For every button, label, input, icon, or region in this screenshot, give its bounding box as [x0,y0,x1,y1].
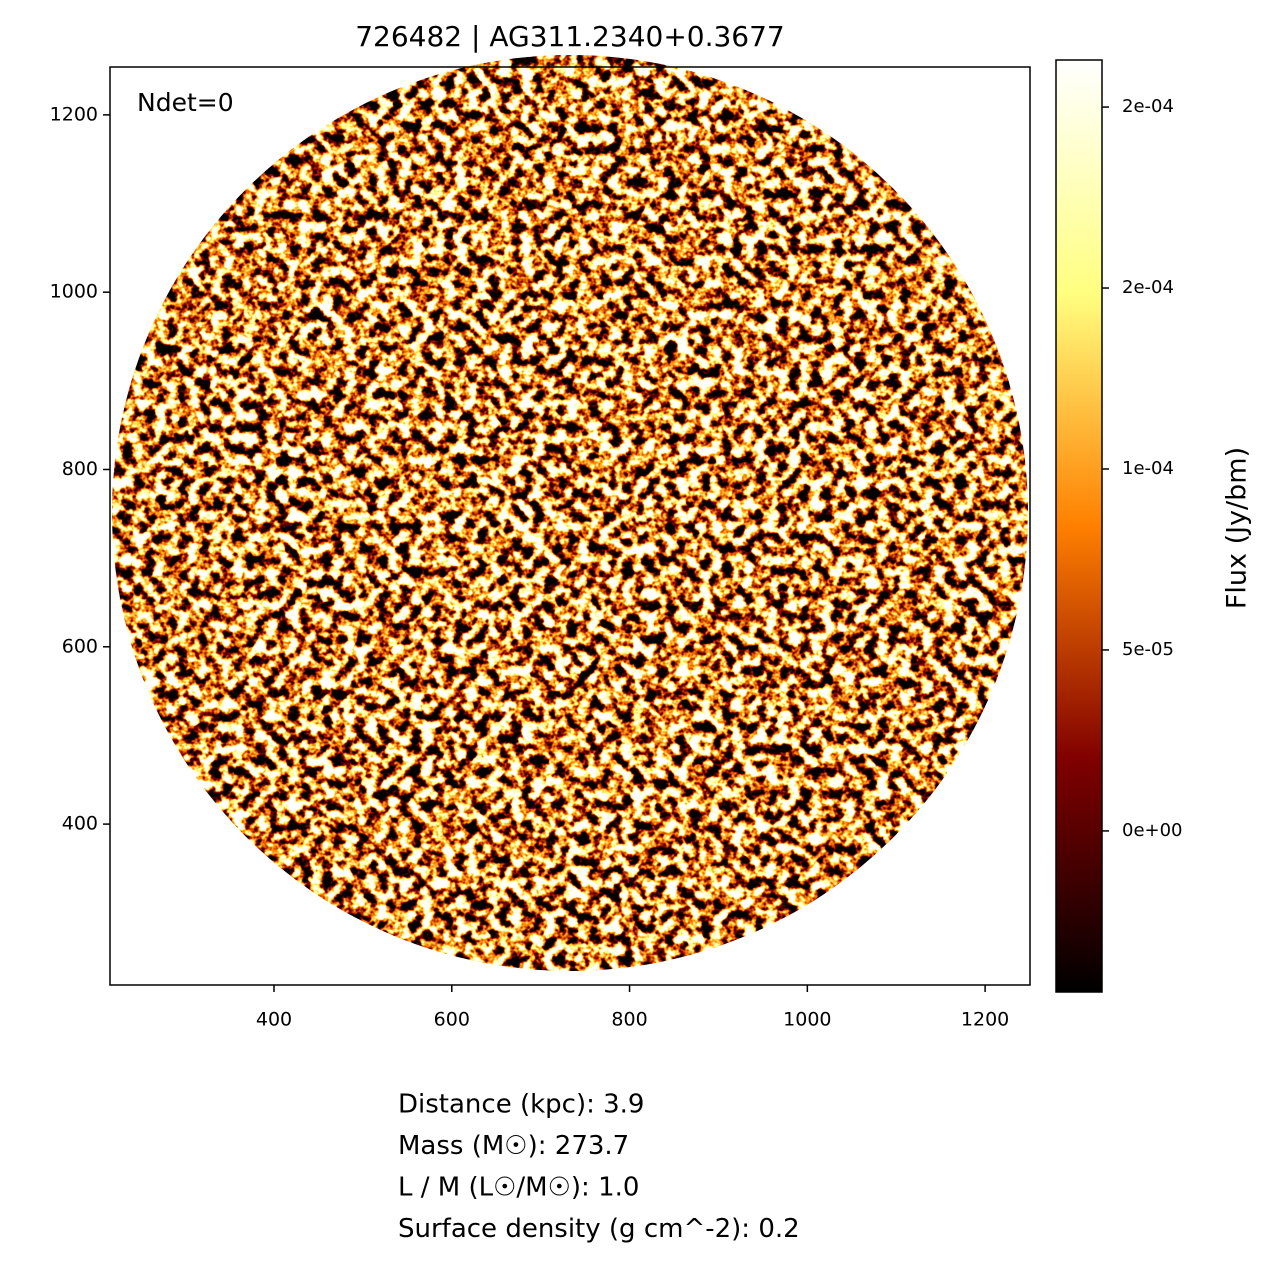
colorbar-label: Flux (Jy/bm) [1222,447,1253,609]
y-tick-label: 600 [62,635,98,657]
y-tick-label: 1000 [50,281,98,303]
axes-frame [109,66,1031,986]
colorbar-tick-label: 2e-04 [1122,277,1174,298]
info-line: Surface density (g cm^-2): 0.2 [398,1214,800,1244]
info-line: Distance (kpc): 3.9 [398,1090,644,1120]
colorbar-tick-label: 5e-05 [1122,639,1174,660]
info-line: L / M (L☉/M☉): 1.0 [398,1173,639,1203]
x-tick-label: 600 [434,1009,470,1031]
x-tick-label: 1000 [783,1009,831,1031]
info-line: Mass (M☉): 273.7 [398,1131,629,1161]
y-tick-label: 400 [62,813,98,835]
y-tick-label: 800 [62,458,98,480]
flux-map [112,55,1028,971]
x-tick-label: 400 [256,1009,292,1031]
colorbar [1055,59,1103,993]
colorbar-tick-label: 0e+00 [1122,820,1183,841]
colorbar-tick-label: 1e-04 [1122,458,1174,479]
x-tick-label: 1200 [961,1009,1009,1031]
x-tick-label: 800 [611,1009,647,1031]
annotation: Ndet=0 [137,88,234,117]
image-layer [112,55,1028,971]
y-tick-label: 1200 [50,103,98,125]
colorbar-tick-label: 2e-04 [1122,96,1174,117]
chart-title: 726482 | AG311.2340+0.3677 [355,20,785,53]
